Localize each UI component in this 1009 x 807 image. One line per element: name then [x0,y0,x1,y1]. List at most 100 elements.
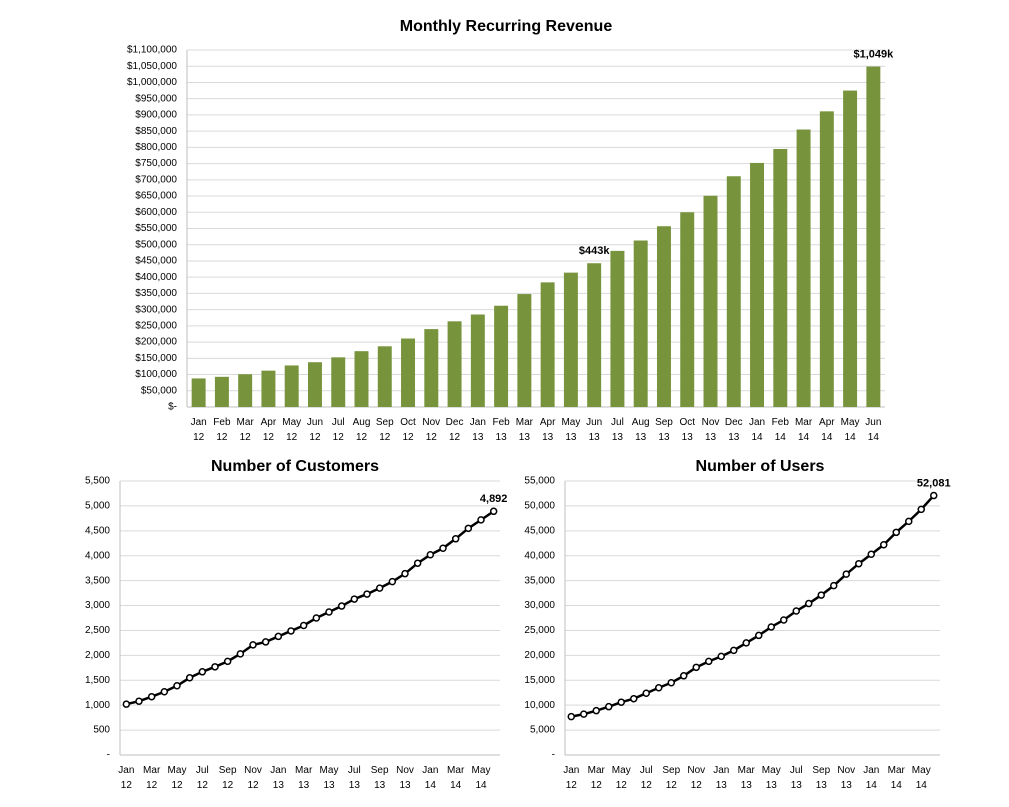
x-tick-label-line: Jun [307,417,323,428]
x-tick-label: Jul 13 [348,765,361,791]
bar [703,195,718,407]
x-tick-label-line: 13 [374,780,386,791]
x-tick-label-line: Mar [738,765,756,776]
x-tick-label-line: 13 [728,432,740,443]
x-tick-label: Apr 12 [261,417,277,443]
bar [261,370,276,407]
x-tick-label-line: Mar [516,417,534,428]
x-tick-label: Mar 13 [516,417,534,443]
x-tick-label-line: Nov [422,417,440,428]
marker [312,614,321,622]
x-tick-label-line: May [168,765,187,776]
x-tick-label: Nov 13 [396,765,414,791]
y-tick-label: $800,000 [135,142,177,153]
x-tick-label-line: Mar [295,765,313,776]
marker [236,650,245,658]
bar [866,66,881,407]
x-tick-label-line: 12 [666,780,678,791]
x-tick-label-line: Jul [332,417,345,428]
x-tick-label-line: May [320,765,339,776]
x-tick-label: Jan 12 [118,765,134,791]
x-tick-label-line: Jul [640,765,653,776]
marker [930,491,938,500]
y-tick-label: $450,000 [135,256,177,267]
x-tick-label-line: 13 [791,780,803,791]
y-tick-label: $350,000 [135,288,177,299]
y-tick-label: 40,000 [524,550,555,561]
x-tick-label-line: 13 [399,780,411,791]
y-tick-label: 15,000 [524,675,555,686]
y-tick-label: 50,000 [524,501,555,512]
x-tick-label-line: Jul [790,765,803,776]
x-tick-label-line: 12 [193,432,205,443]
x-tick-label-line: Jul [348,765,361,776]
x-tick-label: Dec 12 [446,417,464,443]
y-tick-label: 2,000 [85,650,110,661]
marker [567,712,575,721]
x-tick-label-line: 13 [841,780,853,791]
marker [439,544,447,553]
x-tick-label-line: 13 [816,780,828,791]
x-tick-label: Jul 13 [790,765,803,791]
y-tick-label: 5,000 [85,501,110,512]
y-tick-label: - [552,750,555,761]
marker [642,689,650,697]
y-tick-label: 1,500 [85,675,110,686]
x-tick-label-line: Jan [191,417,207,428]
x-tick-label-line: 12 [146,780,158,791]
bar [587,263,602,407]
x-tick-label-line: Jan [863,765,879,776]
marker [274,632,283,641]
marker [867,550,875,558]
y-tick-label: 30,000 [524,600,555,611]
value-label: 4,892 [480,493,508,505]
x-tick-label-line: 13 [496,432,508,443]
x-tick-label-line: Jan [713,765,729,776]
marker [287,627,295,635]
marker [299,621,308,630]
y-tick-label: 10,000 [524,700,555,711]
x-tick-label: Jul 12 [640,765,653,791]
x-tick-label-line: 12 [379,432,391,443]
value-label: $443k [579,245,610,257]
marker [855,559,863,568]
x-tick-label-line: Mar [888,765,906,776]
marker [680,672,688,680]
x-tick-label-line: Nov [837,765,855,776]
y-tick-label: 3,000 [85,600,110,611]
y-tick-label: 35,000 [524,575,555,586]
x-tick-label-line: 12 [616,780,628,791]
x-tick-label-line: May [841,417,860,428]
x-tick-label: Nov 12 [244,765,262,791]
bar [680,212,695,407]
x-tick-label: May 12 [612,765,631,791]
marker [830,581,838,590]
x-tick-label: Apr 13 [540,417,556,443]
x-tick-label-line: 13 [716,780,728,791]
x-tick-label-line: Oct [400,417,416,428]
marker [892,528,900,537]
marker [198,668,207,676]
y-tick-label: $300,000 [135,304,177,315]
x-tick-label-line: 12 [356,432,368,443]
marker [185,674,194,682]
x-tick-label: Sep 13 [655,417,673,443]
marker [767,623,775,631]
marker [755,631,763,640]
y-tick-label: $1,100,000 [127,45,177,56]
x-tick-label-line: Jun [865,417,881,428]
x-tick-label: Nov 13 [702,417,720,443]
x-tick-label-line: Mar [237,417,255,428]
y-tick-label: 4,000 [85,550,110,561]
x-tick-label-line: Sep [655,417,673,428]
y-tick-label: 5,000 [530,725,555,736]
bar [540,282,555,407]
marker [363,590,371,598]
x-tick-label-line: Jul [611,417,624,428]
bar [424,329,439,407]
marker [842,570,850,578]
marker [401,569,409,578]
x-tick-label-line: 13 [323,780,335,791]
marker [261,638,270,646]
marker [592,706,600,715]
